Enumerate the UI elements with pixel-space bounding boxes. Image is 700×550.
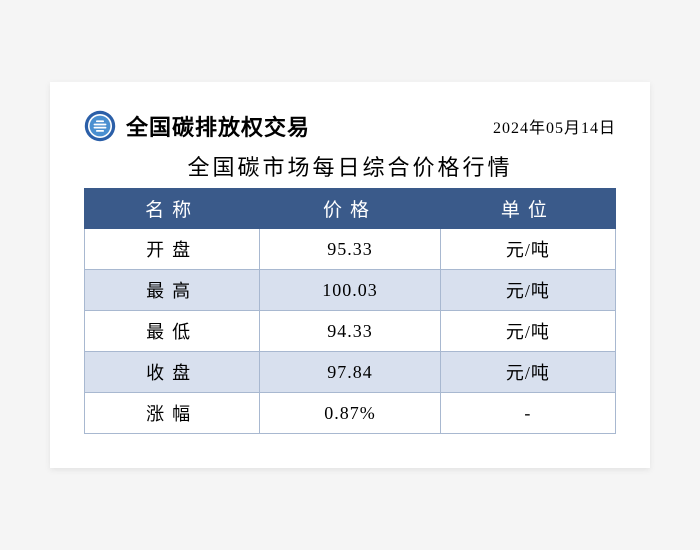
header: 全国碳排放权交易 2024年05月14日 bbox=[84, 110, 616, 142]
date-label: 2024年05月14日 bbox=[493, 114, 616, 138]
table-row: 涨幅0.87%- bbox=[85, 393, 616, 434]
col-header-unit: 单位 bbox=[440, 189, 615, 229]
row-label: 收盘 bbox=[85, 352, 260, 393]
price-table: 名称 价格 单位 开盘95.33元/吨最高100.03元/吨最低94.33元/吨… bbox=[84, 188, 616, 434]
col-header-name: 名称 bbox=[85, 189, 260, 229]
row-price: 100.03 bbox=[260, 270, 441, 311]
row-price: 97.84 bbox=[260, 352, 441, 393]
row-unit: - bbox=[440, 393, 615, 434]
row-unit: 元/吨 bbox=[440, 352, 615, 393]
row-label: 开盘 bbox=[85, 229, 260, 270]
table-row: 最低94.33元/吨 bbox=[85, 311, 616, 352]
row-unit: 元/吨 bbox=[440, 229, 615, 270]
row-price: 95.33 bbox=[260, 229, 441, 270]
col-header-price: 价格 bbox=[260, 189, 441, 229]
market-card: 全国碳排放权交易 2024年05月14日 全国碳市场每日综合价格行情 名称 价格… bbox=[50, 82, 650, 468]
table-body: 开盘95.33元/吨最高100.03元/吨最低94.33元/吨收盘97.84元/… bbox=[85, 229, 616, 434]
row-label: 最高 bbox=[85, 270, 260, 311]
row-price: 0.87% bbox=[260, 393, 441, 434]
row-unit: 元/吨 bbox=[440, 270, 615, 311]
row-unit: 元/吨 bbox=[440, 311, 615, 352]
page-title: 全国碳市场每日综合价格行情 bbox=[84, 150, 616, 182]
table-row: 最高100.03元/吨 bbox=[85, 270, 616, 311]
row-price: 94.33 bbox=[260, 311, 441, 352]
table-row: 开盘95.33元/吨 bbox=[85, 229, 616, 270]
logo-icon bbox=[84, 110, 116, 142]
table-header-row: 名称 价格 单位 bbox=[85, 189, 616, 229]
header-left: 全国碳排放权交易 bbox=[84, 110, 310, 142]
table-row: 收盘97.84元/吨 bbox=[85, 352, 616, 393]
row-label: 涨幅 bbox=[85, 393, 260, 434]
org-name: 全国碳排放权交易 bbox=[126, 110, 310, 142]
row-label: 最低 bbox=[85, 311, 260, 352]
